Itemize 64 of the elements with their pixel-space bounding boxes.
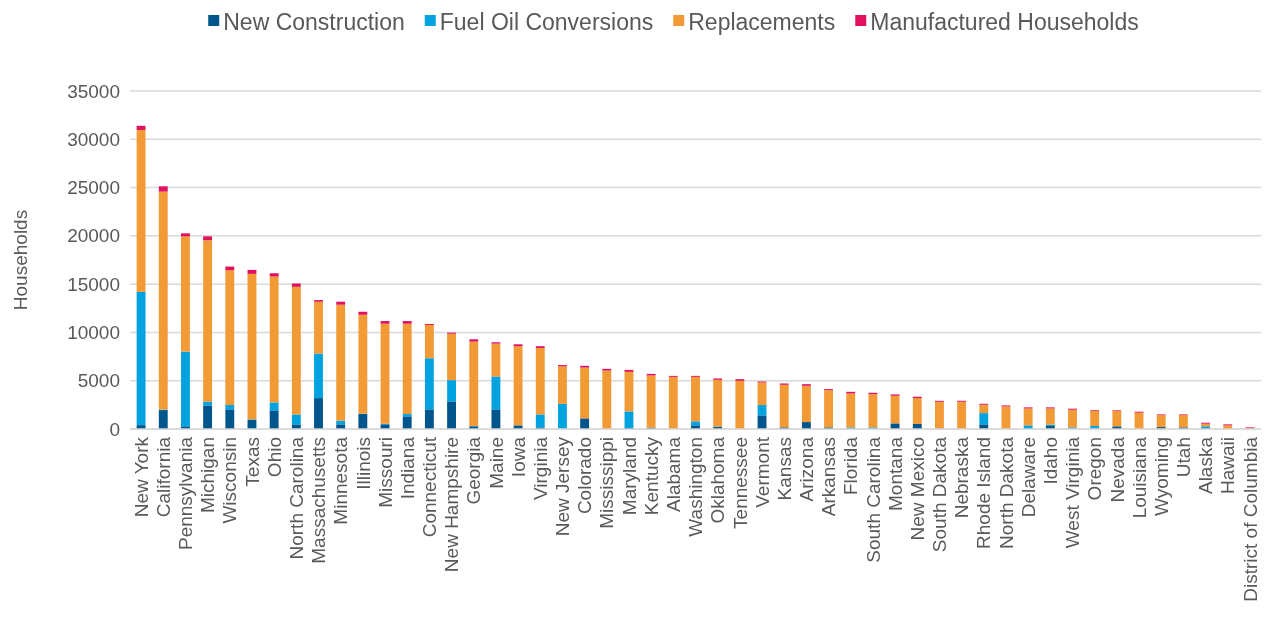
x-tick-label: Massachusetts (308, 437, 330, 564)
x-tick-label: Nevada (1106, 436, 1128, 503)
x-tick-label: Louisiana (1128, 436, 1150, 519)
x-tick-label: New Mexico (906, 437, 928, 541)
x-tick-label: Montana (884, 436, 906, 511)
x-tick-label: Wisconsin (219, 437, 241, 524)
x-tick-label: Vermont (751, 436, 773, 508)
x-tick-label: New Hampshire (441, 437, 463, 573)
y-tick-label: 25000 (67, 177, 120, 199)
x-tick-label: Oklahoma (707, 436, 729, 524)
x-tick-label: Colorado (574, 437, 596, 515)
x-tick-label: Texas (241, 437, 263, 487)
x-tick-label: North Dakota (995, 436, 1017, 549)
x-tick-label: Nebraska (951, 436, 973, 519)
x-tick-label: West Virginia (1062, 436, 1084, 549)
y-tick-label: 10000 (67, 322, 120, 344)
legend-label: Fuel Oil Conversions (439, 9, 654, 36)
x-tick-label: Illinois (352, 437, 374, 490)
y-axis-title: Households (10, 209, 31, 311)
x-tick-label: Mississippi (596, 437, 618, 529)
x-tick-label: South Carolina (862, 436, 884, 563)
x-tick-label: Alabama (662, 436, 684, 512)
y-tick-label: 35000 (67, 80, 120, 102)
x-tick-label: Maine (485, 437, 507, 489)
x-tick-label: Florida (840, 436, 862, 496)
x-tick-label: Wyoming (1150, 437, 1172, 517)
x-tick-label: Delaware (1017, 437, 1039, 518)
x-tick-label: New York (130, 436, 152, 518)
x-tick-label: Virginia (529, 436, 551, 501)
x-tick-label: Idaho (1039, 437, 1061, 485)
x-tick-label: Arkansas (818, 437, 840, 517)
x-tick-label: Kansas (773, 437, 795, 501)
y-tick-label: 0 (109, 418, 120, 440)
x-tick-label: Michigan (197, 437, 219, 514)
x-tick-label: Missouri (374, 437, 396, 508)
x-tick-label: Ohio (263, 437, 285, 478)
x-tick-label: Hawaii (1217, 437, 1239, 495)
x-tick-label: Kentucky (640, 436, 662, 516)
y-tick-label: 20000 (67, 225, 120, 247)
x-tick-label: New Jersey (552, 436, 574, 537)
y-tick-label: 5000 (77, 370, 120, 392)
x-tick-label: Iowa (507, 436, 529, 478)
x-tick-label: Alaska (1195, 436, 1217, 495)
legend-label: New Construction (223, 9, 405, 36)
x-tick-label: District of Columbia (1239, 436, 1261, 602)
x-tick-label: South Dakota (929, 436, 951, 553)
x-tick-label: Minnesota (330, 436, 352, 525)
x-tick-label: Pennsylvania (175, 436, 197, 551)
legend-label: Replacements (688, 9, 836, 36)
y-tick-label: 15000 (67, 273, 120, 295)
x-tick-label: Rhode Island (973, 437, 995, 549)
legend-label: Manufactured Households (870, 9, 1139, 36)
x-tick-label: California (152, 436, 174, 518)
x-tick-label: Tennessee (729, 437, 751, 529)
x-tick-label: Indiana (396, 436, 418, 500)
x-tick-label: Washington (685, 437, 707, 537)
x-tick-label: Georgia (463, 436, 485, 505)
x-tick-label: Oregon (1084, 437, 1106, 501)
x-tick-label: Connecticut (419, 436, 441, 538)
x-tick-label: Utah (1173, 437, 1195, 478)
x-tick-label: North Carolina (285, 436, 307, 560)
x-tick-label: Maryland (618, 437, 640, 516)
x-tick-label: Arizona (796, 436, 818, 502)
y-tick-label: 30000 (67, 128, 120, 150)
